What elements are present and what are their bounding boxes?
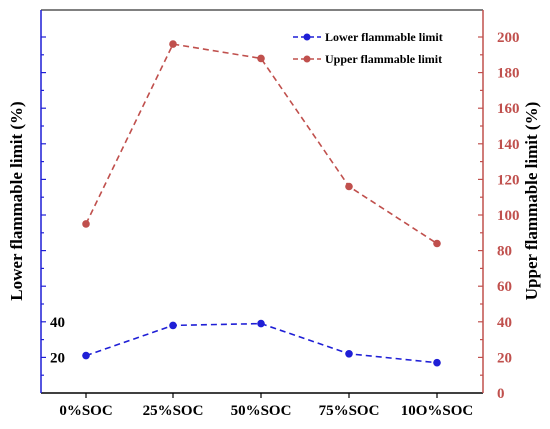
legend: Lower flammable limit Upper flammable li…	[293, 30, 443, 66]
x-tick-label: 75%SOC	[319, 403, 380, 419]
right-tick-label: 120	[497, 172, 520, 188]
legend-upper-label: Upper flammable limit	[325, 52, 442, 66]
right-tick-label: 0	[497, 386, 505, 402]
right-tick-label: 180	[497, 66, 520, 82]
x-tick-label: 10O%SOC	[401, 403, 474, 419]
x-tick-label: 25%SOC	[143, 403, 204, 419]
legend-lower-marker	[303, 33, 311, 41]
lower-limit-line	[85, 322, 438, 364]
right-y-axis-ticks: 0 20 40 60 80 100 120 140 160 180 200	[478, 30, 520, 402]
right-tick-label: 140	[497, 137, 520, 153]
right-tick-label: 80	[497, 244, 512, 260]
right-tick-label: 100	[497, 208, 520, 224]
upper-limit-point	[82, 220, 90, 228]
right-tick-label: 200	[497, 30, 520, 46]
upper-limit-point	[257, 54, 265, 63]
right-tick-label: 20	[497, 350, 512, 366]
lower-limit-point	[433, 358, 441, 367]
right-tick-label: 160	[497, 101, 520, 117]
lower-limit-point	[82, 351, 90, 360]
lower-limit-point	[345, 350, 353, 358]
x-tick-label: 0%SOC	[59, 403, 112, 419]
right-tick-label: 40	[497, 315, 512, 331]
legend-upper-marker	[303, 55, 311, 63]
series-layer	[82, 40, 441, 367]
left-tick-label: 40	[50, 315, 65, 331]
right-y-axis-title: Upper flammable limit (%)	[522, 102, 541, 300]
lower-limit-point	[257, 319, 265, 328]
right-tick-label: 60	[497, 279, 512, 295]
upper-limit-point	[345, 182, 353, 191]
left-y-axis-title: Lower flammable limit (%)	[7, 101, 26, 300]
lower-limit-point	[169, 321, 177, 330]
legend-lower-label: Lower flammable limit	[325, 30, 443, 44]
x-axis-ticks: 0%SOC 25%SOC 50%SOC 75%SOC 10O%SOC	[59, 393, 473, 419]
left-tick-label: 20	[50, 350, 65, 366]
upper-limit-point	[433, 239, 441, 248]
upper-limit-point	[169, 40, 177, 48]
x-tick-label: 50%SOC	[231, 403, 292, 419]
upper-limit-line	[85, 43, 438, 245]
